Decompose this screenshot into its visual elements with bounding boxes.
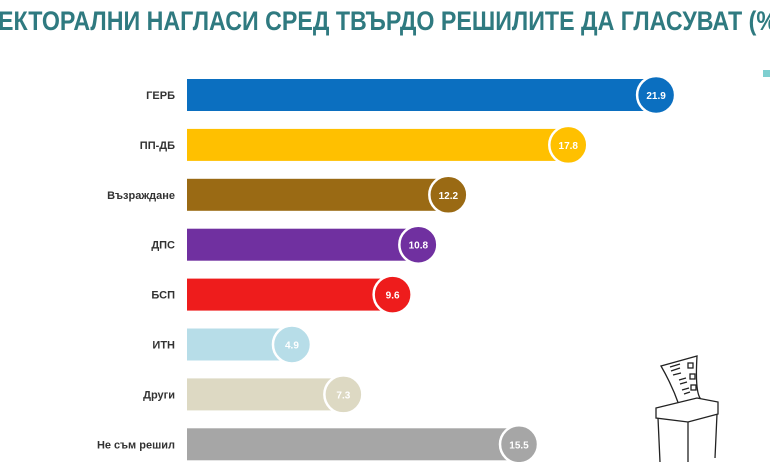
- value-bubble: [428, 174, 469, 216]
- data-label: 7.3: [336, 390, 350, 401]
- category-label: Други: [143, 389, 175, 401]
- bar: [187, 228, 419, 261]
- category-label: ИТН: [152, 340, 175, 352]
- value-bubble: [548, 124, 589, 166]
- data-label: 10.8: [409, 241, 429, 252]
- value-bubble: [323, 374, 364, 415]
- data-label: 12.2: [439, 191, 459, 202]
- bar: [187, 278, 393, 311]
- category-label: ПП-ДБ: [140, 140, 175, 152]
- ballot-box-icon: [655, 355, 719, 462]
- value-bubble: [498, 424, 540, 462]
- value-bubble: [372, 274, 413, 315]
- bar: [187, 178, 449, 211]
- chart-title: ЕКТОРАЛНИ НАГЛАСИ СРЕД ТВЪРДО РЕШИЛИТЕ Д…: [0, 6, 770, 36]
- decorative-square: [763, 70, 770, 77]
- bar: [187, 79, 657, 111]
- value-bubble: [398, 224, 439, 265]
- category-label: Не съм решил: [97, 439, 175, 451]
- value-bubble: [271, 324, 313, 365]
- category-label: Възраждане: [107, 190, 175, 202]
- data-label: 15.5: [509, 440, 529, 451]
- data-label: 17.8: [559, 141, 579, 152]
- data-label: 9.6: [386, 291, 400, 302]
- category-label: ГЕРБ: [146, 90, 175, 102]
- data-label: 4.9: [285, 341, 299, 352]
- bar: [187, 128, 569, 161]
- bar: [187, 378, 344, 411]
- data-label: 21.9: [646, 91, 666, 102]
- category-label: ДПС: [151, 240, 175, 252]
- category-label: БСП: [151, 290, 175, 302]
- bar: [187, 428, 520, 461]
- value-bubble: [635, 74, 677, 116]
